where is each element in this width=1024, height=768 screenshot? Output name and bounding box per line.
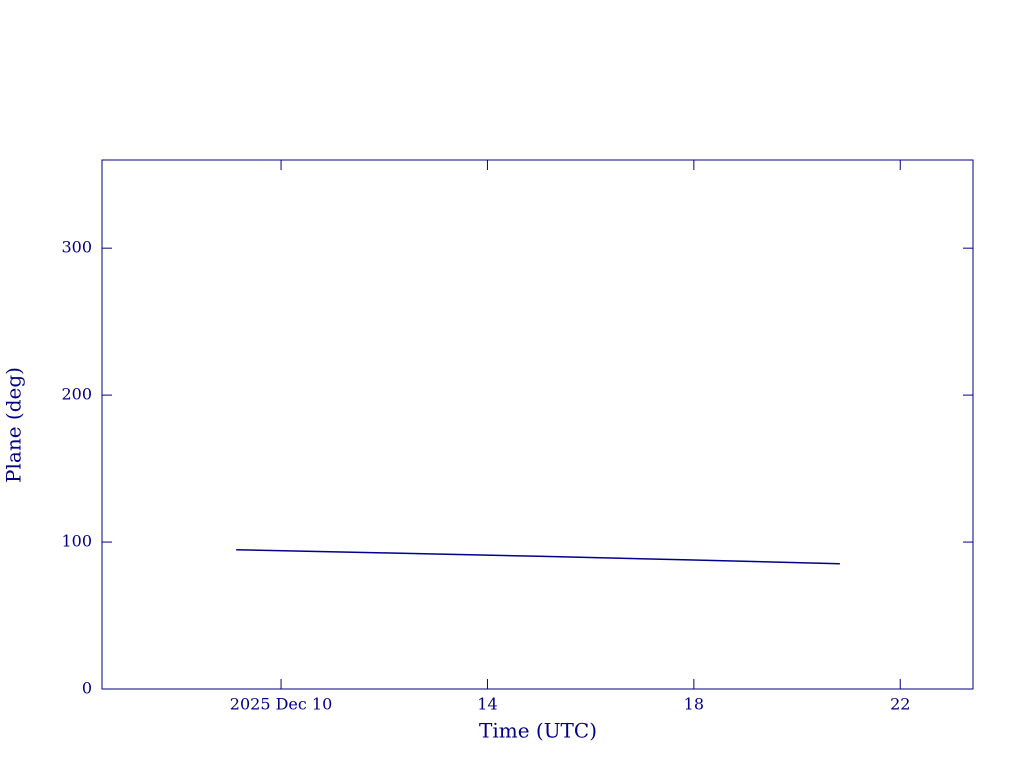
- y-tick-label: 100: [61, 532, 92, 551]
- x-tick-label: 18: [684, 695, 704, 714]
- y-axis-label: Plane (deg): [2, 367, 26, 483]
- y-tick-label: 0: [82, 679, 92, 698]
- x-tick-label: 22: [890, 695, 910, 714]
- plot-frame: [101, 159, 974, 690]
- x-tick-label: 14: [477, 695, 497, 714]
- x-axis-label: Time (UTC): [479, 719, 597, 743]
- y-tick-label: 300: [61, 238, 92, 257]
- x-tick-label: 2025 Dec 10: [230, 695, 333, 714]
- y-tick-label: 200: [61, 385, 92, 404]
- data-line: [236, 548, 840, 565]
